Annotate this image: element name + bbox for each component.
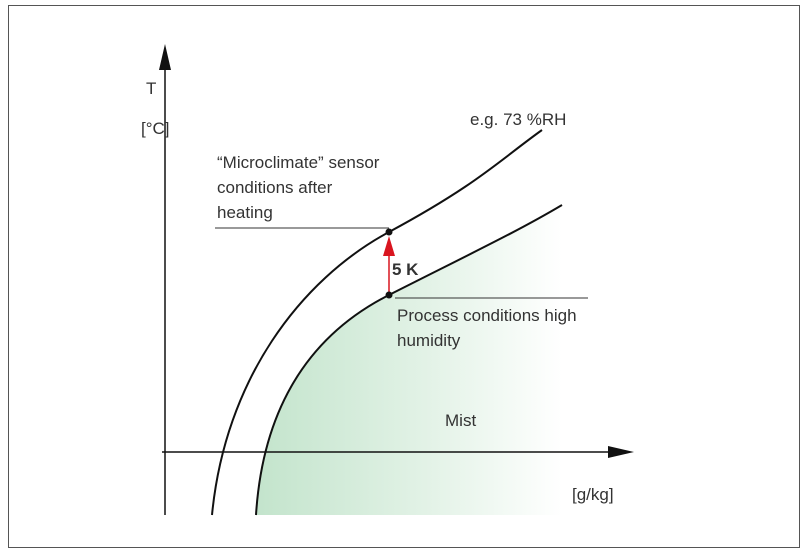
- upper-curve: [211, 129, 543, 516]
- frame: [8, 5, 800, 548]
- delta-label: 5 K: [392, 260, 419, 279]
- annotation: Process conditions high: [397, 306, 577, 325]
- annotation: conditions after: [217, 178, 333, 197]
- point: [385, 291, 393, 299]
- mist-region: [256, 205, 562, 515]
- point: [385, 228, 393, 236]
- y-unit: [°C]: [141, 119, 170, 138]
- annotation: “Microclimate” sensor: [217, 153, 380, 172]
- delta-arrowhead: [383, 236, 395, 256]
- region-label: Mist: [445, 411, 476, 430]
- y-label: T: [146, 79, 156, 98]
- x-arrow: [608, 446, 634, 458]
- x-unit: [g/kg]: [572, 485, 614, 504]
- y-arrow: [159, 44, 171, 70]
- lower-curve: [255, 204, 563, 516]
- annotation: humidity: [397, 331, 461, 350]
- curve-label: e.g. 73 %RH: [470, 110, 566, 129]
- annotation: heating: [217, 203, 273, 222]
